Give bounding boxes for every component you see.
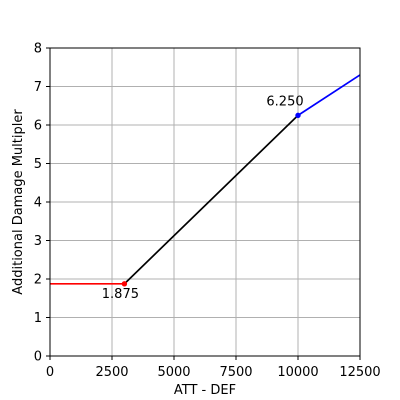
- series-line-2: [123, 114, 299, 285]
- x-axis-label: ATT - DEF: [174, 383, 236, 398]
- data-point-1: [121, 281, 128, 287]
- data-point-2: [295, 112, 301, 119]
- y-axis-label: Additional Damage Multipler: [11, 109, 26, 295]
- y-tick-label: 3: [34, 234, 42, 249]
- y-tick-label: 0: [34, 350, 42, 365]
- y-tick-label: 4: [34, 196, 42, 211]
- y-tick-label: 2: [34, 273, 42, 288]
- x-tick-label: 0: [46, 365, 54, 380]
- tick-labels: 0 2500 5000 7500 10000 12500 0 1 2 3 4 5 6 7 8: [34, 42, 381, 381]
- x-tick-label: 5000: [157, 365, 190, 380]
- x-tick-label: 7500: [219, 365, 252, 380]
- annotations: 1.875 6.250: [102, 94, 304, 301]
- x-tick-label: 2500: [95, 365, 128, 380]
- y-tick-label: 7: [34, 80, 42, 95]
- data-points: [121, 112, 301, 287]
- series-line-3: [297, 74, 361, 117]
- axis-ticks: [46, 47, 361, 360]
- y-tick-label: 6: [34, 119, 42, 134]
- series-lines: [50, 74, 361, 285]
- data-label-2: 6.250: [266, 94, 303, 109]
- x-tick-label: 10000: [277, 365, 318, 380]
- y-tick-label: 8: [34, 42, 42, 57]
- y-tick-label: 5: [34, 157, 42, 172]
- data-label-1: 1.875: [102, 287, 139, 302]
- x-tick-label: 12500: [339, 365, 380, 380]
- y-tick-label: 1: [34, 311, 42, 326]
